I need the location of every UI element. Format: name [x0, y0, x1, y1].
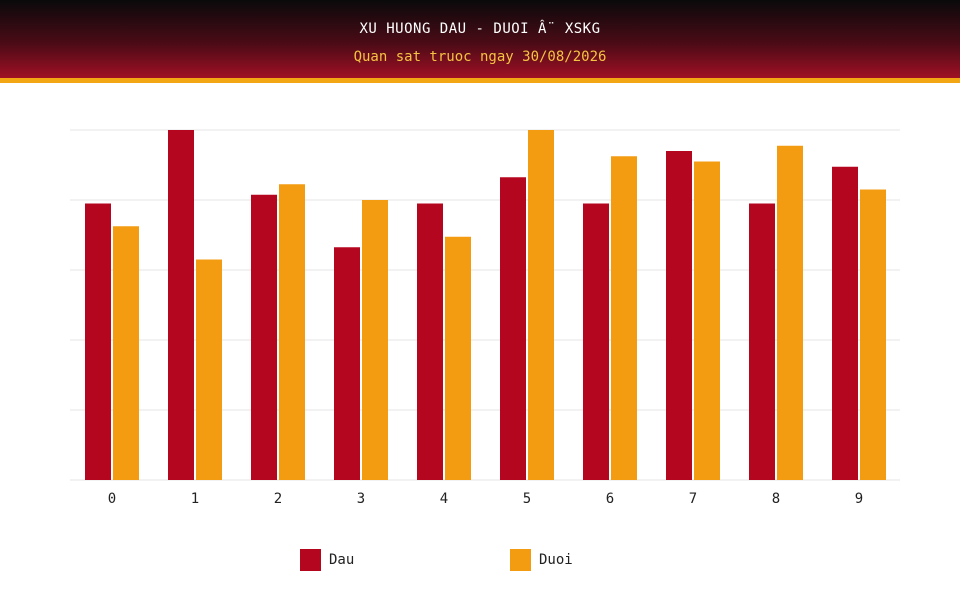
bar-duoi-7[interactable] — [694, 161, 720, 481]
legend-label-dau: Dau — [329, 552, 355, 568]
x-tick-label: 5 — [523, 491, 531, 507]
x-tick-label: 7 — [689, 491, 697, 507]
x-tick-label: 8 — [772, 491, 780, 507]
bar-duoi-6[interactable] — [611, 156, 637, 480]
bar-dau-0[interactable] — [85, 203, 111, 481]
bar-dau-8[interactable] — [749, 203, 775, 481]
x-axis-tick-labels: 0 1 2 3 4 5 6 7 8 9 — [108, 491, 863, 507]
bar-duoi-2[interactable] — [279, 184, 305, 480]
legend-label-duoi: Duoi — [539, 552, 573, 568]
legend-swatch-duoi — [510, 549, 531, 571]
chart-header: XU HUONG DAU - DUOI Â¨ XSKG Quan sat tru… — [0, 0, 960, 83]
x-tick-label: 2 — [274, 491, 282, 507]
bar-dau-9[interactable] — [832, 166, 858, 480]
bar-duoi-3[interactable] — [362, 200, 388, 480]
bar-duoi-8[interactable] — [777, 145, 803, 480]
bar-duoi-5[interactable] — [528, 130, 554, 480]
bar-duoi-1[interactable] — [196, 259, 222, 481]
bar-dau-1[interactable] — [168, 130, 194, 480]
bar-dau-7[interactable] — [666, 151, 692, 480]
x-tick-label: 9 — [855, 491, 863, 507]
bar-chart: 0 1 2 3 4 5 6 7 8 9 — [70, 129, 900, 507]
x-tick-label: 4 — [440, 491, 448, 507]
bar-dau-5[interactable] — [500, 177, 526, 480]
bar-dau-3[interactable] — [334, 247, 360, 480]
bar-dau-4[interactable] — [417, 203, 443, 481]
bar-duoi-0[interactable] — [113, 226, 139, 480]
x-tick-label: 3 — [357, 491, 365, 507]
bar-dau-2[interactable] — [251, 194, 277, 480]
chart-subtitle: Quan sat truoc ngay 30/08/2026 — [353, 49, 607, 65]
chart-gridlines — [70, 129, 900, 481]
bar-dau-6[interactable] — [583, 203, 609, 481]
bar-duoi-9[interactable] — [860, 189, 886, 481]
bar-duoi-4[interactable] — [445, 236, 471, 480]
x-tick-label: 6 — [606, 491, 614, 507]
legend-swatch-dau — [300, 549, 321, 571]
x-tick-label: 1 — [191, 491, 199, 507]
x-tick-label: 0 — [108, 491, 116, 507]
chart-bars — [85, 130, 886, 480]
chart-title: XU HUONG DAU - DUOI Â¨ XSKG — [359, 21, 601, 37]
